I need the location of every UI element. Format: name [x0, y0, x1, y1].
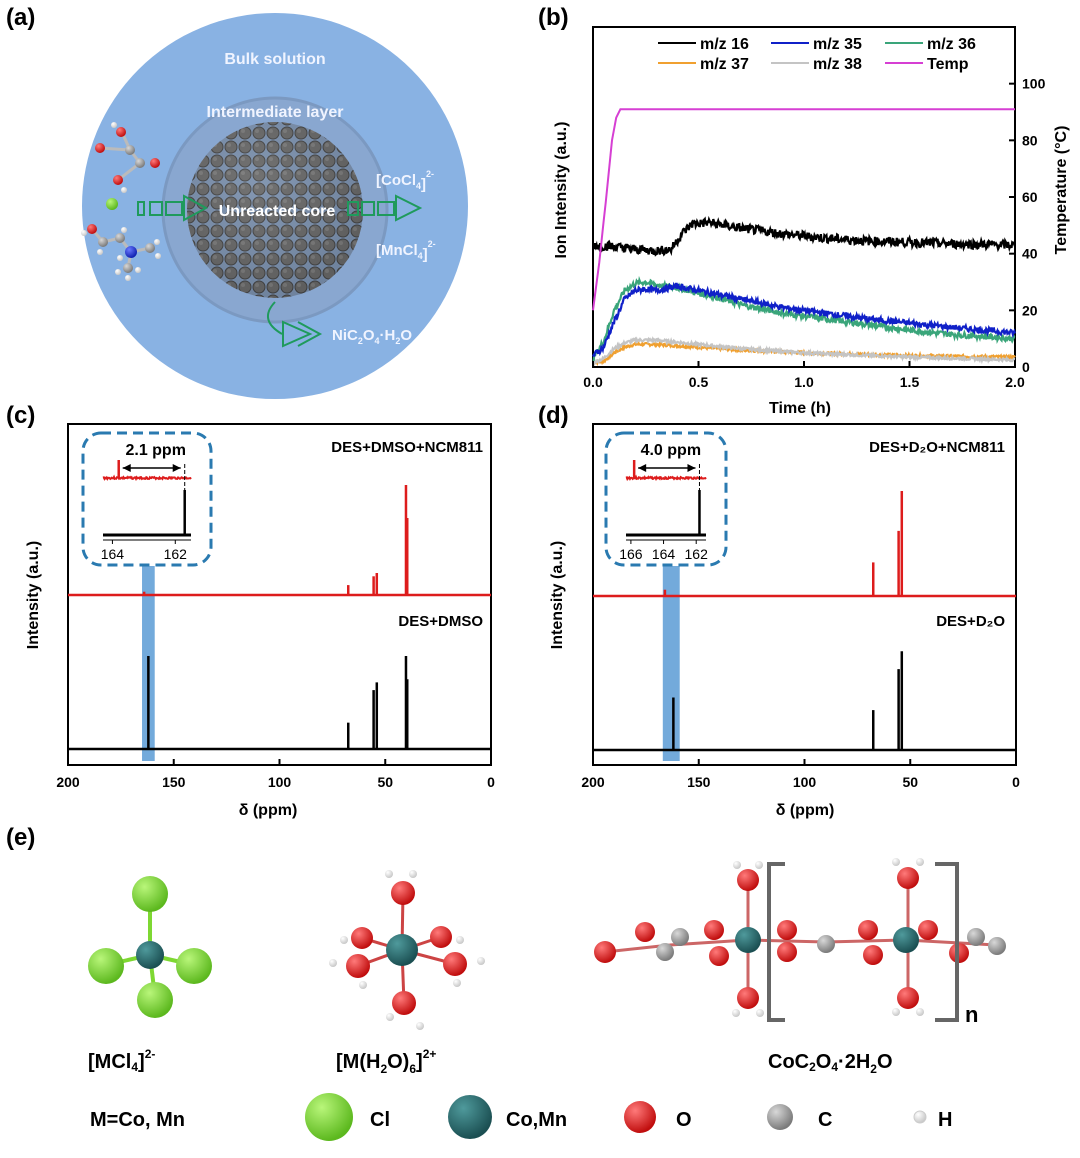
y-axis-title-c: Intensity (a.u.)	[25, 541, 42, 649]
polymer-n-label: n	[965, 1002, 978, 1027]
panel-label-b: (b)	[538, 4, 569, 31]
inset-tick-label: 164	[101, 546, 125, 562]
highlight-band	[662, 566, 680, 761]
x-tick-label: 50	[902, 774, 918, 790]
cocl4-label: [CoCl4]2-	[376, 169, 434, 193]
shift-label: 4.0 ppm	[641, 442, 701, 459]
inset-box	[604, 431, 728, 567]
panel-label-d: (d)	[538, 402, 569, 429]
x-tick-label: 0	[1012, 774, 1020, 790]
oxalic-acid-molecule-icon	[95, 122, 160, 210]
intermediate-layer-label: Intermediate layer	[207, 104, 344, 121]
nic2o4-label: NiC2O4·H2O	[332, 327, 412, 346]
x-axis-title-d: δ (ppm)	[776, 802, 835, 819]
atom-legend: Cl Co,Mn O C H	[305, 1093, 952, 1141]
panel-a-schematic: Bulk solution Intermediate layer Unreact…	[81, 13, 468, 399]
legend-label: m/z 37	[700, 56, 749, 73]
inset-red-trace	[102, 474, 192, 482]
x-tick-label: 100	[268, 774, 292, 790]
inset-tick-label: 162	[685, 546, 709, 562]
panel-e-structures: n [MCl4]2- [M(H2O)6]2+ CoC2O4·2H2O M=Co,…	[88, 858, 1006, 1141]
formula-coc2o4: CoC2O4·2H2O	[768, 1051, 893, 1076]
y2-tick-label-b: 20	[1022, 302, 1038, 318]
legend-label: m/z 16	[700, 36, 749, 53]
x-tick-label-b: 2.0	[1005, 374, 1025, 390]
legend-swatch-o	[624, 1101, 656, 1133]
legend-label: m/z 38	[813, 56, 862, 73]
series-label-des-d2o: DES+D₂O	[936, 613, 1005, 630]
legend-label-h: H	[938, 1109, 952, 1131]
x-tick-label: 150	[687, 774, 711, 790]
choline-molecule-icon	[81, 224, 161, 281]
legend-label-co-mn: Co,Mn	[506, 1109, 567, 1131]
polymer-bracket-right	[935, 862, 959, 1022]
mncl4-label: [MnCl4]2-	[376, 239, 436, 263]
x-tick-label-b: 0.0	[583, 374, 603, 390]
panel-d-chart: 200 150 100 50 0 4.0 ppm 166 164 162 δ (ppm) Int…	[549, 423, 1020, 819]
legend-swatch-co-mn	[448, 1095, 492, 1139]
mcl4-structure-icon	[88, 876, 212, 1018]
panel-c-chart: 200 150 100 50 0 2.1 ppm 164 162 δ (ppm) Intens…	[25, 423, 495, 819]
y2-tick-label-b: 80	[1022, 132, 1038, 148]
precipitation-arrow-icon	[267, 301, 323, 348]
y2-tick-label-b: 60	[1022, 189, 1038, 205]
mh2o6-structure-icon	[329, 870, 485, 1030]
inset-tick-label: 166	[619, 546, 643, 562]
panel-b-chart: 0.0 0.5 1.0 1.5 2.0 0 20 40 60 80 100 m/z 16 m/z 3…	[553, 26, 1070, 417]
panel-label-e: (e)	[6, 824, 36, 851]
formula-mh2o6: [M(H2O)6]2+	[336, 1047, 436, 1076]
legend-label-c: C	[818, 1109, 832, 1131]
y2-tick-label-b: 40	[1022, 246, 1038, 262]
x-axis-title-b: Time (h)	[769, 400, 831, 417]
x-tick-label: 100	[793, 774, 817, 790]
y2-tick-label-b: 0	[1022, 359, 1030, 375]
y2-tick-label-b: 100	[1022, 76, 1046, 92]
polymer-bracket-left	[767, 862, 785, 1022]
legend-label: m/z 35	[813, 36, 862, 53]
inset-tick-label: 162	[164, 546, 188, 562]
outward-arrow-icon	[347, 194, 423, 222]
x-axis-title-c: δ (ppm)	[239, 802, 298, 819]
shift-label: 2.1 ppm	[125, 442, 185, 459]
inset-box	[81, 431, 213, 567]
inward-arrow-icon	[137, 194, 209, 222]
bulk-solution-label: Bulk solution	[224, 51, 325, 68]
legend-swatch-h	[913, 1110, 927, 1124]
y2-axis-title-b: Temperature (°C)	[1053, 126, 1070, 255]
x-tick-label-b: 1.5	[900, 374, 920, 390]
series-label-des-dmso: DES+DMSO	[398, 613, 483, 630]
y-axis-title-d: Intensity (a.u.)	[549, 541, 566, 649]
unreacted-core-label: Unreacted core	[219, 203, 336, 220]
metal-note: M=Co, Mn	[90, 1109, 185, 1131]
x-tick-label-b: 1.0	[794, 374, 814, 390]
x-tick-label: 50	[377, 774, 393, 790]
series-line-m-z-35	[591, 281, 1017, 357]
legend-label-cl: Cl	[370, 1109, 390, 1131]
x-tick-label-b: 0.5	[689, 374, 709, 390]
inset-red-trace	[625, 474, 707, 482]
series-label-des-d2o-ncm811: DES+D₂O+NCM811	[869, 439, 1005, 456]
series-label-des-dmso-ncm811: DES+DMSO+NCM811	[331, 439, 483, 456]
panel-label-a: (a)	[6, 4, 36, 31]
x-tick-label: 200	[581, 774, 605, 790]
inset-tick-label: 164	[652, 546, 676, 562]
panel-label-c: (c)	[6, 402, 36, 429]
series-line-temp	[592, 108, 1015, 311]
legend-swatch-cl	[305, 1093, 353, 1141]
x-tick-label: 0	[487, 774, 495, 790]
series-line-m-z-36	[592, 275, 1016, 362]
series-line-m-z-38	[592, 336, 1016, 367]
formula-mcl4: [MCl4]2-	[88, 1047, 155, 1074]
y-axis-title-b: Ion Intensity (a.u.)	[553, 122, 570, 259]
legend-label: Temp	[927, 56, 969, 73]
x-tick-label: 150	[162, 774, 186, 790]
legend-label-o: O	[676, 1109, 692, 1131]
legend-swatch-c	[767, 1104, 793, 1130]
x-tick-label: 200	[56, 774, 80, 790]
legend-label: m/z 36	[927, 36, 976, 53]
coc2o4-chain-structure-icon: n	[594, 858, 1006, 1027]
series-line-m-z-16	[592, 215, 1017, 257]
